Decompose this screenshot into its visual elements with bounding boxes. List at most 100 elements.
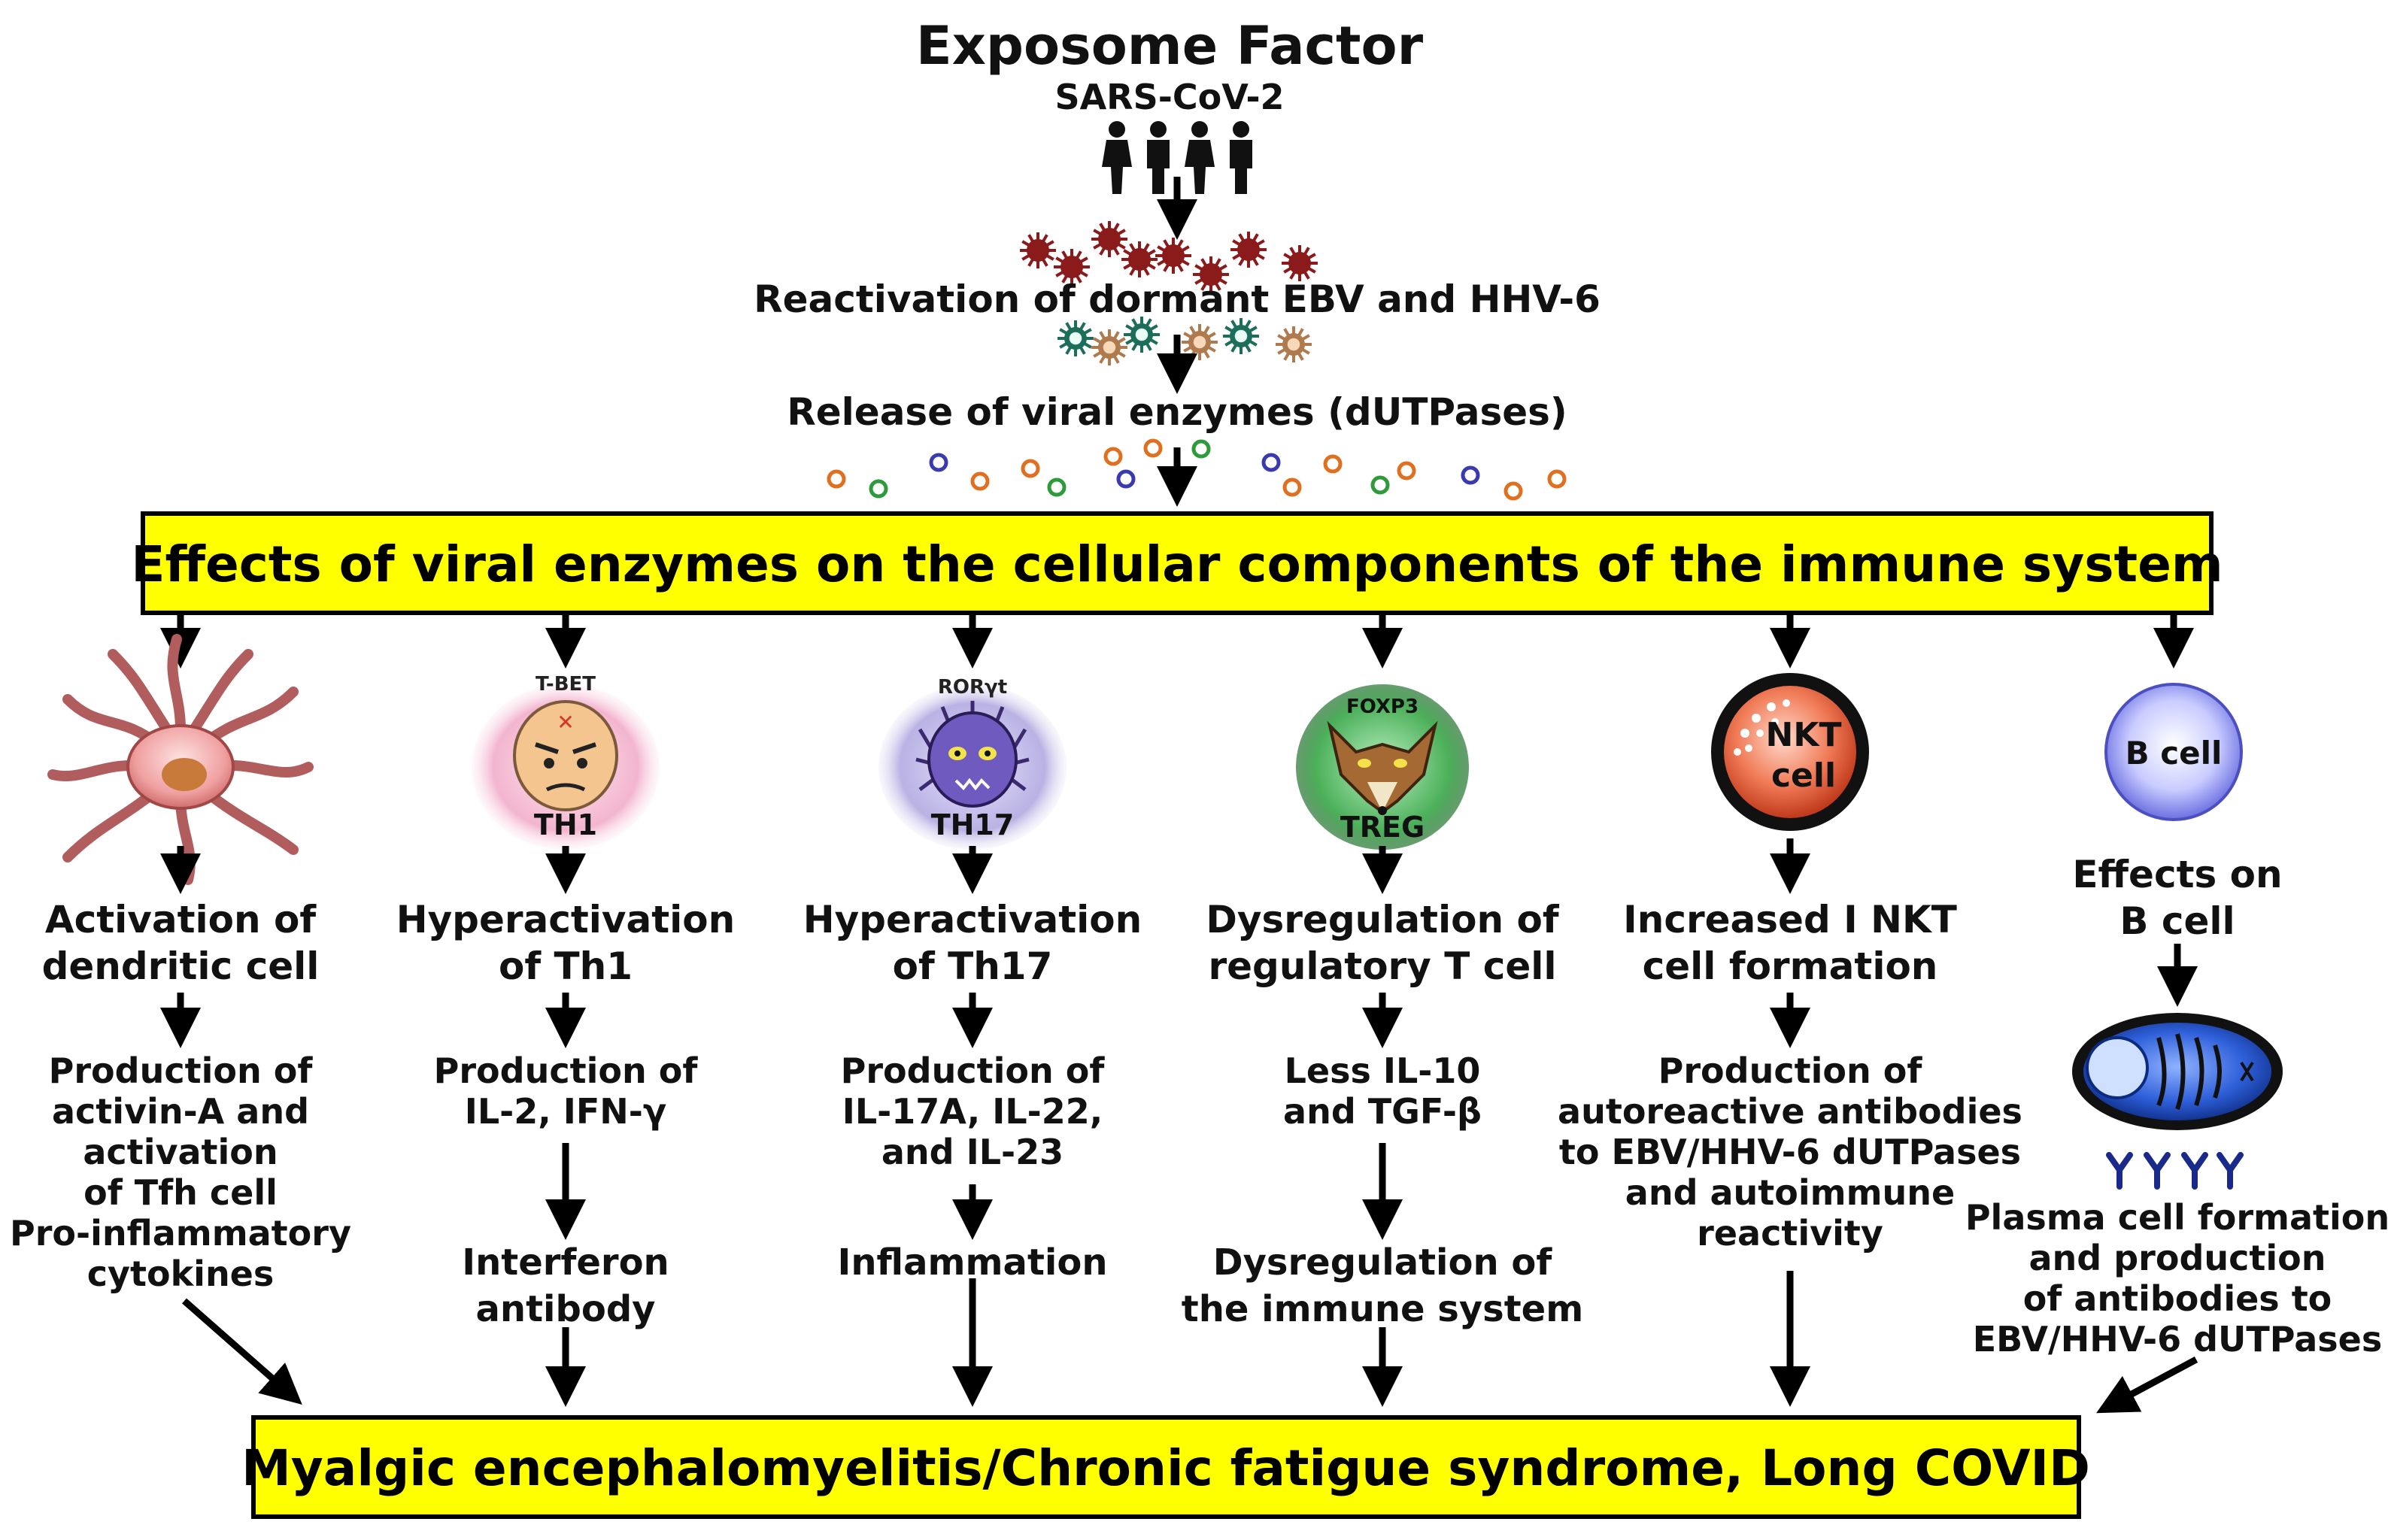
enzyme-dot-icon (1191, 439, 1211, 459)
column-5-outcome-line: and production (2029, 1238, 2326, 1278)
enzyme-dot-icon (1047, 477, 1067, 497)
column-0-effect-line: dendritic cell (42, 944, 320, 988)
hhv6-virus-icon (1276, 326, 1312, 362)
th17-cell-icon: RORγt TH17 (878, 676, 1067, 850)
column-5-effect-line: B cell (2119, 899, 2235, 943)
ebv-virus-icon (1054, 249, 1090, 285)
column-2-effect-line: of Th17 (893, 944, 1053, 988)
column-3-outcome-line: and TGF-β (1283, 1091, 1482, 1132)
ebv-virus-icon (1282, 245, 1318, 281)
column-0-outcome-line: Pro-inflammatory (10, 1213, 351, 1254)
enzyme-dot-icon (1370, 475, 1390, 495)
column-0-effect-line: Activation of (45, 898, 317, 941)
svg-text:✕: ✕ (557, 710, 574, 735)
column-4-outcome-line: and autoimmune (1625, 1172, 1955, 1213)
enzyme-dot-icon (1282, 477, 1302, 497)
column-0-outcome-line: activation (83, 1132, 278, 1172)
ebv-virus-icon (1193, 256, 1229, 293)
enzyme-dot-icon (1397, 461, 1416, 480)
column-2-effect-line: Hyperactivation (803, 898, 1142, 941)
ebv-virus-icon (1020, 232, 1056, 268)
antibody-icon (2181, 1152, 2208, 1190)
person-icon (1102, 121, 1132, 194)
column-3-effect-line: regulatory T cell (1208, 944, 1556, 988)
dendritic-cell-icon (47, 634, 314, 885)
antibody-icon (2144, 1152, 2171, 1190)
th1-cell-icon: ✕ T-BET TH1 (472, 673, 660, 850)
treg-cell-icon: FOXP3 TREG (1296, 684, 1469, 850)
column-4-effect-line: Increased I NKT (1623, 898, 1957, 941)
enzyme-dot-icon (1021, 459, 1040, 478)
hhv6-virus-icon (1223, 318, 1259, 354)
column-1-outcome-line: IL-2, IFN-γ (465, 1091, 666, 1132)
antibody-icon (2217, 1152, 2244, 1190)
hhv6-virus-icon (1091, 329, 1127, 365)
person-icon (1230, 121, 1252, 194)
enzyme-dot-icon (1261, 453, 1281, 472)
release-label: Release of viral enzymes (dUTPases) (787, 390, 1567, 434)
b-cell-label: B cell (2126, 735, 2223, 772)
enzyme-dot-icon (1503, 481, 1523, 501)
column-0-outcome-line: Production of (49, 1050, 314, 1091)
column-0-outcome-line: cytokines (87, 1254, 275, 1294)
enzyme-dot-icon (827, 469, 846, 489)
diagram-title: Exposome Factor (916, 15, 1424, 77)
nkt-label-line2: cell (1771, 756, 1836, 795)
column-1-result-line: antibody (476, 1288, 656, 1330)
enzyme-dot-icon (1323, 454, 1343, 474)
hhv6-virus-icon (1057, 320, 1094, 356)
column-5-outcome-line: EBV/HHV-6 dUTPases (1973, 1319, 2383, 1360)
column-3-outcome-line: Less IL-10 (1285, 1050, 1481, 1091)
enzyme-dot-group (827, 438, 1567, 501)
column-arrows (160, 838, 2198, 1414)
th17-marker: RORγt (938, 676, 1007, 699)
th17-label: TH17 (931, 808, 1015, 841)
enzyme-dot-icon (1143, 438, 1163, 458)
column-1-outcome-line: Production of (434, 1050, 699, 1091)
column-0-outcome-line: of Tfh cell (83, 1172, 278, 1213)
enzyme-dot-icon (1116, 469, 1136, 489)
column-4-outcome-line: to EBV/HHV-6 dUTPases (1559, 1132, 2021, 1172)
person-icon (1185, 121, 1215, 194)
treg-marker: FOXP3 (1346, 696, 1419, 718)
top-banner-box (141, 511, 2214, 615)
column-3-result-line: the immune system (1182, 1288, 1583, 1330)
enzyme-dot-icon (1103, 447, 1123, 466)
column-2-outcome-line: Production of (841, 1050, 1106, 1091)
column-0-outcome-line: activin-A and (52, 1091, 309, 1132)
column-4-outcome-line: Production of (1658, 1050, 1923, 1091)
ebv-virus-icon (1121, 241, 1158, 277)
column-3-result-line: Dysregulation of (1213, 1241, 1553, 1284)
column-5-outcome-line: Plasma cell formation (1965, 1197, 2388, 1238)
column-1-effect-line: Hyperactivation (396, 898, 736, 941)
column-5-effect-line: Effects on (2072, 853, 2282, 896)
reactivation-label: Reactivation of dormant EBV and HHV-6 (754, 277, 1601, 321)
bottom-banner-text: Myalgic encephalomyelitis/Chronic fatigu… (241, 1439, 2090, 1497)
nkt-cell-icon: NKT cell (1711, 673, 1869, 831)
column-2-outcome-line: and IL-23 (881, 1132, 1064, 1172)
bottom-banner-box (251, 1415, 2081, 1519)
ebv-virus-icon-group (1020, 221, 1318, 293)
th1-label: TH1 (534, 808, 597, 841)
th1-marker: T-BET (536, 673, 596, 696)
enzyme-dot-icon (1461, 465, 1480, 485)
top-banner-text: Effects of viral enzymes on the cellular… (131, 535, 2223, 593)
enzyme-dot-icon (929, 453, 948, 472)
ebv-virus-icon (1091, 221, 1127, 257)
column-1-effect-line: of Th1 (499, 944, 633, 988)
nkt-label-line1: NKT (1766, 716, 1842, 754)
enzyme-dot-icon (1547, 469, 1567, 489)
antibody-icon (2106, 1152, 2133, 1190)
column-5-outcome-line: of antibodies to (2023, 1278, 2332, 1319)
plasma-cell-icon (2072, 1013, 2283, 1130)
ebv-virus-icon (1155, 238, 1191, 274)
people-icon-group (1102, 121, 1252, 194)
column-4-effect-line: cell formation (1643, 944, 1938, 988)
column-4-outcome-line: autoreactive antibodies (1558, 1091, 2022, 1132)
column-3-effect-line: Dysregulation of (1206, 898, 1559, 941)
person-icon (1147, 121, 1170, 194)
hhv6-virus-icon-group (1057, 317, 1312, 365)
column-2-outcome-line: IL-17A, IL-22, (842, 1091, 1103, 1132)
